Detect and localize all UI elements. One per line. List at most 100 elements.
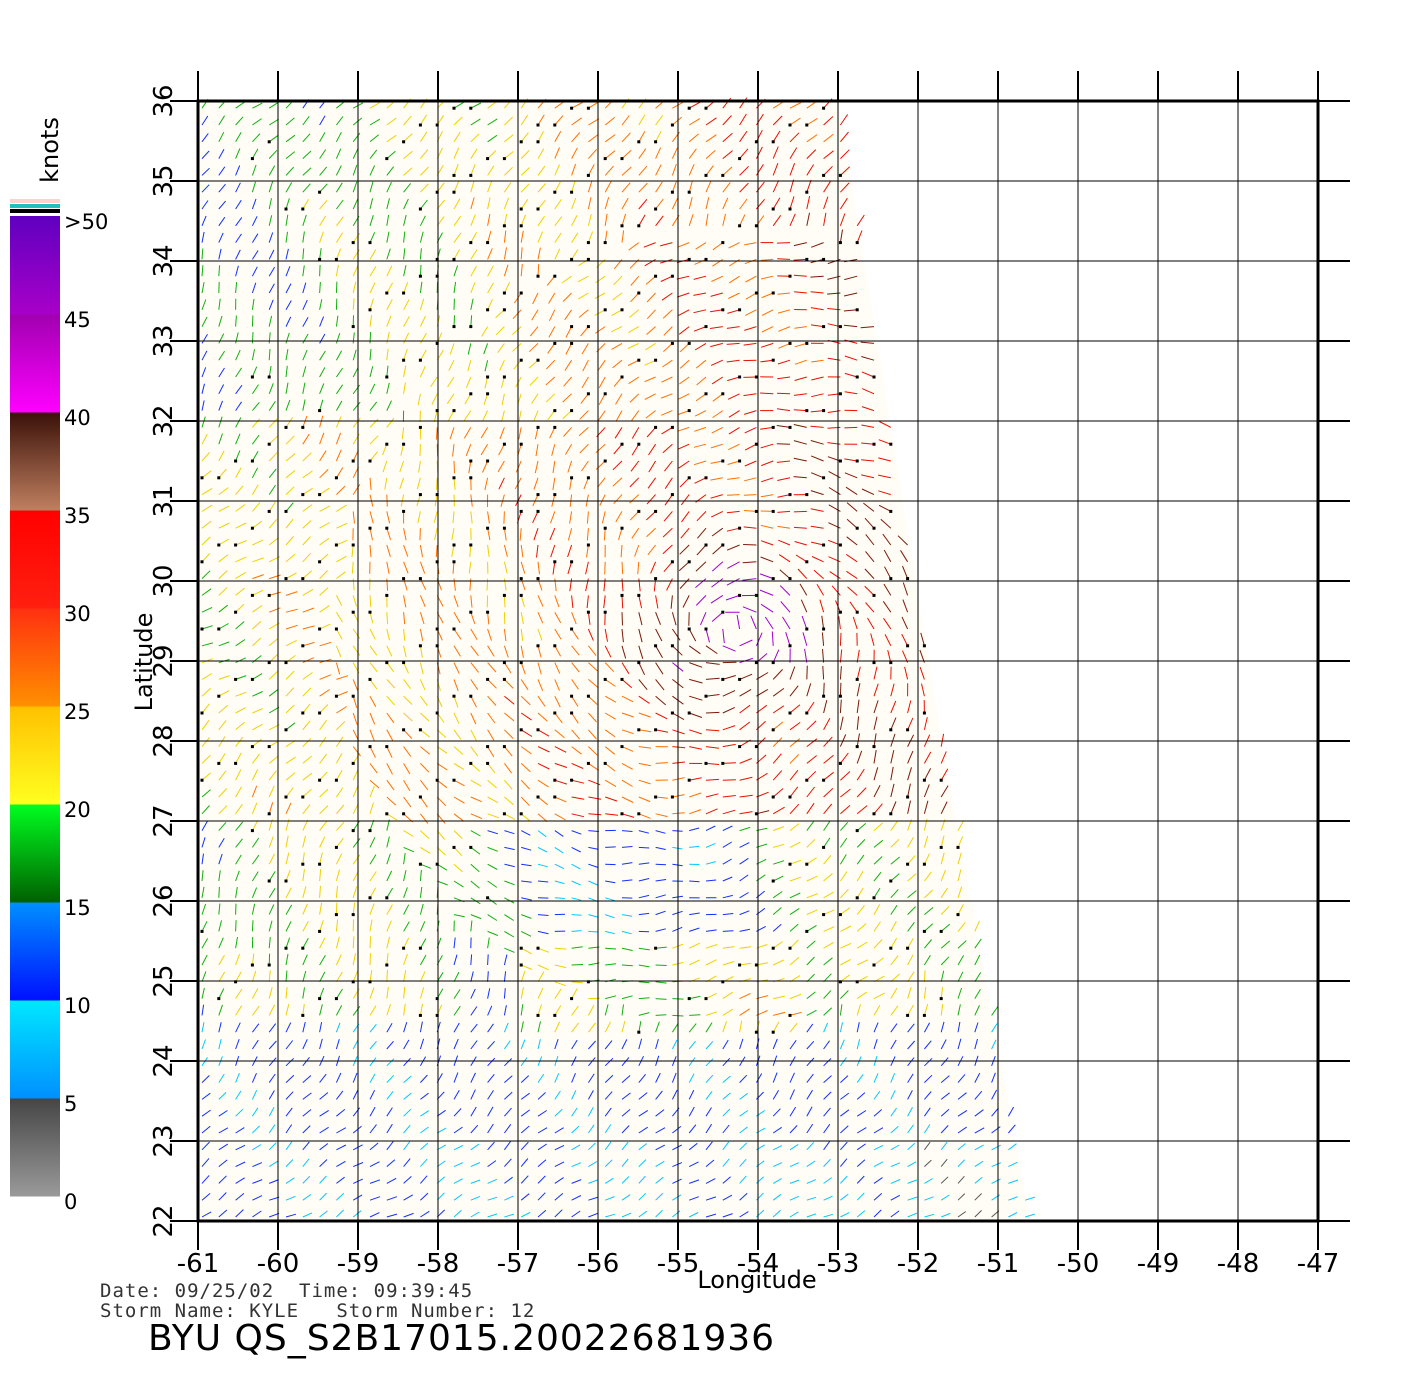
rain-flag-marker (771, 509, 775, 513)
wind-vector (940, 956, 950, 966)
wind-vector (520, 1092, 530, 1100)
wind-vector (268, 937, 271, 949)
wind-vector (399, 477, 405, 490)
rain-flag-marker (519, 509, 523, 513)
wind-vector (621, 149, 632, 159)
rain-flag-marker (553, 493, 557, 497)
wind-vector (974, 954, 981, 966)
rain-flag-marker (771, 661, 775, 665)
wind-vector (671, 197, 679, 210)
wind-vector (302, 1158, 310, 1167)
wind-vector (335, 165, 342, 176)
wind-vector (621, 182, 631, 193)
wind-vector (436, 477, 438, 490)
wind-vector (813, 569, 824, 579)
wind-vector (604, 561, 606, 575)
wind-vector (504, 1158, 512, 1167)
wind-vector (251, 250, 259, 260)
wind-vector (621, 561, 624, 575)
wind-vector (647, 477, 657, 489)
wind-vector (487, 118, 498, 126)
wind-vector (201, 487, 213, 496)
wind-vector (689, 809, 702, 815)
wind-vector (554, 130, 562, 143)
wind-vector (655, 981, 667, 984)
rain-flag-marker (570, 694, 574, 698)
x-tick-label: -56 (577, 1249, 619, 1279)
wind-vector (403, 1124, 411, 1134)
rain-flag-marker (334, 694, 338, 698)
wind-vector (991, 1023, 998, 1033)
wind-vector (487, 813, 500, 819)
rain-flag-marker (385, 526, 389, 530)
wind-vector (789, 147, 798, 159)
wind-vector (504, 116, 514, 126)
rain-flag-marker (654, 795, 658, 799)
wind-vector (386, 117, 397, 126)
wind-vector (384, 477, 388, 490)
rain-flag-marker (570, 409, 574, 413)
wind-vector (760, 603, 774, 613)
wind-vector (856, 887, 864, 899)
wind-vector (759, 573, 774, 580)
wind-vector (604, 1004, 609, 1016)
wind-vector (520, 679, 529, 691)
wind-vector (811, 242, 824, 248)
wind-vector (302, 772, 313, 781)
wind-vector (554, 695, 561, 708)
wind-vector (705, 1196, 717, 1201)
wind-vector (235, 786, 242, 798)
wind-vector (401, 427, 405, 440)
rain-flag-marker (334, 845, 338, 849)
y-tick-label: 36 (149, 84, 179, 117)
rain-flag-marker (536, 425, 540, 429)
wind-vector (386, 282, 394, 294)
wind-vector (470, 746, 479, 757)
wind-vector (778, 326, 791, 332)
rain-flag-marker (805, 257, 809, 261)
wind-vector (235, 838, 243, 848)
wind-vector (839, 632, 842, 646)
wind-vector (470, 214, 476, 226)
rain-flag-marker (435, 493, 439, 497)
wind-vector (487, 165, 495, 176)
wind-vector (285, 953, 289, 966)
wind-vector (957, 1193, 966, 1201)
wind-vector (218, 367, 225, 378)
wind-vector (655, 813, 668, 818)
wind-vector (679, 359, 690, 369)
wind-vector (403, 316, 410, 327)
wind-vector (845, 486, 858, 496)
rain-flag-marker (670, 795, 674, 799)
wind-vector (722, 858, 732, 865)
rain-flag-marker (889, 946, 893, 950)
wind-vector (840, 166, 851, 176)
wind-vector (722, 795, 736, 798)
wind-vector (638, 846, 650, 849)
wind-vector (873, 700, 879, 714)
wind-vector (693, 292, 707, 296)
wind-vector (235, 332, 239, 344)
wind-vector (419, 1021, 423, 1033)
wind-vector (218, 248, 222, 260)
rain-flag-marker (603, 677, 607, 681)
wind-vector (419, 131, 428, 143)
wind-vector (638, 1175, 646, 1184)
wind-vector (201, 853, 204, 865)
rain-flag-marker (855, 526, 859, 530)
wind-vector (503, 1040, 511, 1050)
wind-vector (487, 988, 491, 999)
wind-vector (793, 274, 807, 277)
wind-vector (336, 199, 344, 210)
colorbar-band (10, 412, 60, 511)
wind-vector (369, 1124, 377, 1134)
wind-vector (520, 1141, 529, 1151)
wind-vector (571, 1179, 582, 1184)
wind-vector (743, 342, 757, 346)
wind-vector (696, 511, 707, 522)
wind-vector (801, 615, 808, 630)
wind-vector (369, 763, 378, 774)
wind-vector (251, 349, 255, 361)
wind-vector (646, 494, 656, 505)
wind-vector (571, 1125, 580, 1134)
